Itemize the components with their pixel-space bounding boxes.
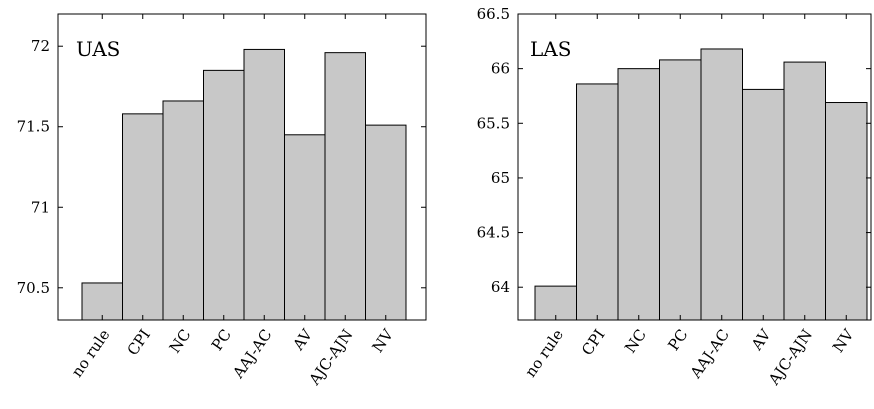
uas-x-tick-label-7: NV (369, 325, 398, 356)
las-y-tick-label-5: 66.5 (477, 5, 510, 23)
las-x-tick-label-4: AAJ-AC (686, 326, 733, 382)
uas-y-tick-label-1: 71 (31, 198, 50, 216)
las-x-tick-label-0: no rule (521, 326, 567, 381)
las-bar-1 (576, 83, 619, 321)
las-chart-panel: LAS 64 64.5 65 65.5 66 66.5 no rule CPI NC PCAAJ… (477, 5, 872, 389)
las-chart-title: LAS (530, 37, 571, 61)
uas-bar-4 (243, 48, 285, 321)
las-bars (534, 48, 868, 321)
las-y-tick-label-1: 64.5 (477, 224, 510, 242)
uas-x-tick-label-5: AV (289, 325, 317, 354)
las-bar-5 (742, 88, 785, 321)
uas-bars (81, 48, 407, 321)
uas-y-tick-label-0: 70.5 (17, 279, 50, 297)
las-y-ticks: 64 64.5 65 65.5 66 66.5 (477, 5, 871, 296)
uas-x-tick-label-0: no rule (68, 326, 114, 381)
las-bar-4 (700, 48, 743, 321)
uas-bar-1 (122, 113, 164, 321)
las-bar-2 (617, 68, 660, 321)
las-x-tick-label-1: CPI (578, 326, 609, 359)
uas-bar-2 (162, 100, 204, 321)
uas-chart-title: UAS (76, 37, 120, 61)
uas-bar-3 (203, 69, 245, 321)
las-bar-3 (659, 59, 702, 321)
las-y-tick-label-0: 64 (491, 278, 510, 296)
las-y-tick-label-3: 65.5 (477, 114, 510, 132)
las-y-tick-label-4: 66 (491, 60, 510, 78)
uas-y-tick-label-3: 72 (31, 37, 50, 55)
las-x-tick-label-2: NC (621, 326, 650, 356)
uas-x-tick-label-4: AAJ-AC (229, 326, 276, 382)
las-bar-7 (825, 102, 868, 321)
uas-bar-7 (365, 124, 407, 321)
uas-bar-0 (81, 282, 123, 321)
las-bar-6 (783, 61, 826, 321)
las-x-tick-label-3: PC (664, 326, 691, 354)
las-bar-0 (534, 285, 577, 321)
uas-y-tick-label-2: 71.5 (17, 118, 50, 136)
las-y-tick-label-2: 65 (491, 169, 510, 187)
uas-x-tick-label-2: NC (166, 326, 195, 356)
uas-y-ticks: 70.5 71 71.5 72 (17, 37, 426, 297)
uas-bar-5 (284, 134, 326, 321)
las-x-tick-label-5: AV (747, 325, 775, 354)
uas-x-tick-label-3: PC (208, 326, 235, 354)
uas-x-tick-label-1: CPI (124, 326, 155, 359)
uas-bar-6 (324, 52, 366, 321)
las-x-tick-label-7: NV (829, 325, 858, 356)
